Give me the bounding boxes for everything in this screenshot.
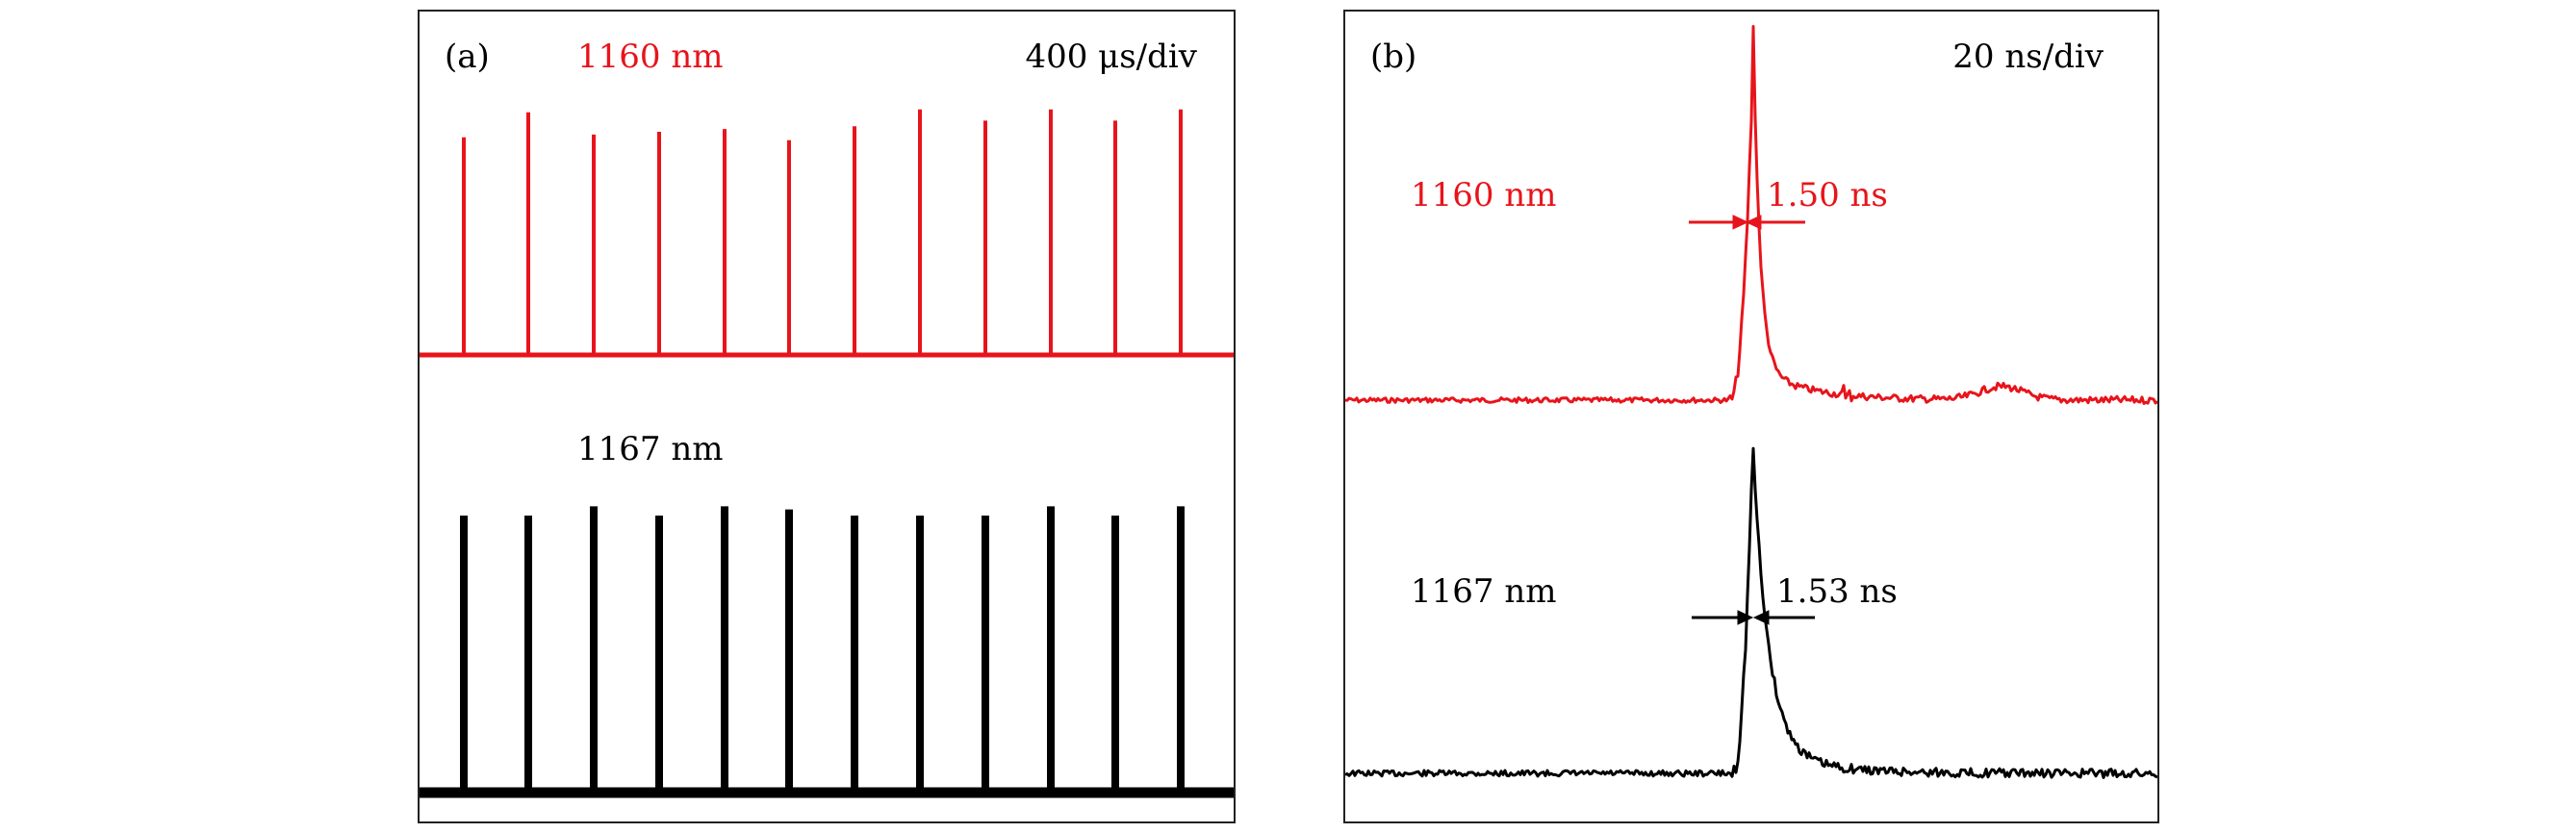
series-1160nm-pulse-train [420, 109, 1234, 358]
series-1167nm-pulse-train [420, 506, 1234, 798]
series-1167nm-trace [1345, 446, 2157, 779]
panel-b-plot: (b) 20 ns/div 1160 nm 1.50 ns 1167 nm 1.… [1345, 25, 2157, 779]
fwhm-1160nm-label: 1.50 ns [1767, 176, 1888, 215]
series-1167nm-label: 1167 nm [1411, 572, 1556, 611]
panel-a-plot: (a) 1160 nm 400 μs/div 1167 nm [420, 38, 1234, 798]
panel-b-label: (b) [1370, 38, 1416, 76]
timebase-label-b: 20 ns/div [1952, 38, 2104, 76]
series-1160nm-label: 1160 nm [577, 38, 723, 76]
series-1167nm-label: 1167 nm [577, 430, 723, 468]
series-1160nm-label: 1160 nm [1411, 176, 1556, 215]
panel-a-label: (a) [445, 38, 490, 76]
timebase-label-a: 400 μs/div [1025, 38, 1197, 76]
panel-a: (a) 1160 nm 400 μs/div 1167 nm [418, 10, 1236, 823]
series-1160nm-trace [1345, 25, 2157, 405]
fwhm-arrows-1167nm [1692, 610, 1815, 625]
fwhm-arrows-1160nm [1689, 215, 1805, 230]
fwhm-1167nm-label: 1.53 ns [1776, 572, 1898, 611]
panel-b: (b) 20 ns/div 1160 nm 1.50 ns 1167 nm 1.… [1343, 10, 2159, 823]
